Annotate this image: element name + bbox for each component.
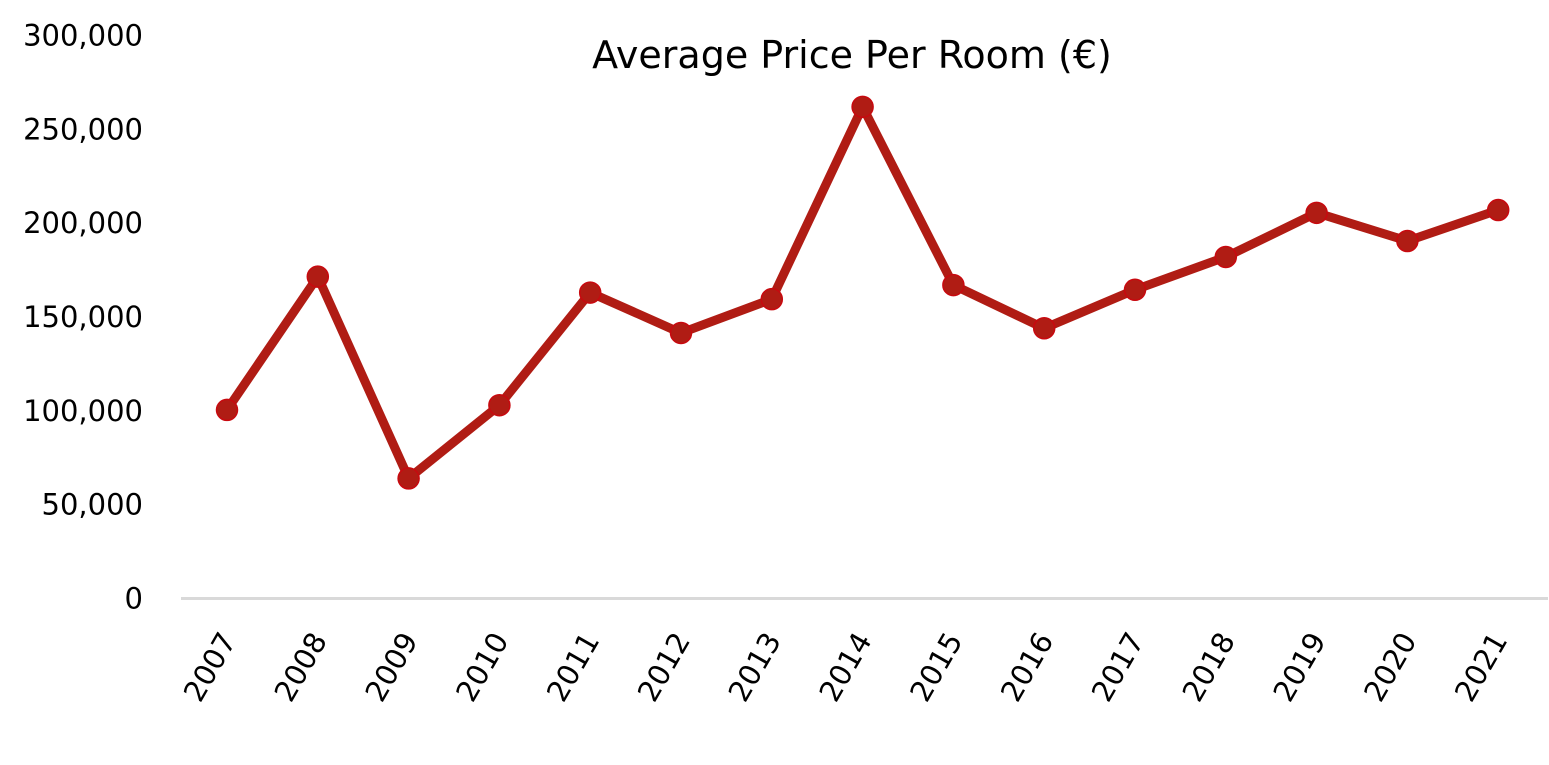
x-tick-label: 2010 xyxy=(449,627,515,708)
chart-title: Average Price Per Room (€) xyxy=(592,33,1112,77)
data-point-marker xyxy=(397,467,420,490)
x-tick-label: 2007 xyxy=(177,627,243,708)
x-axis: 2007 2008 2009 2010 2011 2012 2013 2014 2015 2016… xyxy=(177,627,1515,708)
data-point-marker xyxy=(1123,278,1147,302)
data-point-marker xyxy=(215,398,239,422)
x-tick-label: 2012 xyxy=(631,627,697,708)
data-point-marker xyxy=(760,287,784,311)
x-tick-label: 2020 xyxy=(1357,627,1423,708)
y-tick-label: 150,000 xyxy=(23,300,143,334)
x-tick-label: 2017 xyxy=(1085,627,1151,708)
x-tick-label: 2008 xyxy=(268,627,334,708)
x-tick-label: 2013 xyxy=(722,627,788,708)
series-line xyxy=(222,102,1503,483)
x-tick-label: 2016 xyxy=(994,627,1060,708)
x-tick-label: 2015 xyxy=(903,627,969,708)
y-tick-label: 100,000 xyxy=(23,394,143,428)
y-tick-label: 250,000 xyxy=(23,112,143,146)
data-point-marker xyxy=(578,281,602,304)
data-point-marker xyxy=(1486,198,1510,222)
data-point-marker xyxy=(1032,317,1056,340)
x-tick-label: 2011 xyxy=(540,627,606,708)
y-tick-label: 300,000 xyxy=(23,19,143,53)
data-series xyxy=(215,95,1510,490)
data-point-marker xyxy=(488,393,511,417)
y-tick-label: 0 xyxy=(125,582,143,616)
data-point-marker xyxy=(942,273,965,297)
data-point-marker xyxy=(1305,201,1328,225)
data-point-marker xyxy=(669,321,693,345)
data-point-marker xyxy=(1396,229,1419,253)
y-axis: 0 50,000 100,000 150,000 200,000 250,000 300,0… xyxy=(23,19,143,616)
data-point-marker xyxy=(1214,245,1238,269)
x-tick-label: 2009 xyxy=(358,627,424,708)
y-tick-label: 50,000 xyxy=(42,488,143,522)
data-point-marker xyxy=(851,95,874,119)
x-tick-label: 2021 xyxy=(1448,627,1514,708)
x-tick-label: 2018 xyxy=(1176,627,1242,708)
data-point-marker xyxy=(306,265,330,288)
x-tick-label: 2019 xyxy=(1266,627,1332,708)
y-tick-label: 200,000 xyxy=(23,206,143,240)
x-tick-label: 2014 xyxy=(812,627,878,708)
